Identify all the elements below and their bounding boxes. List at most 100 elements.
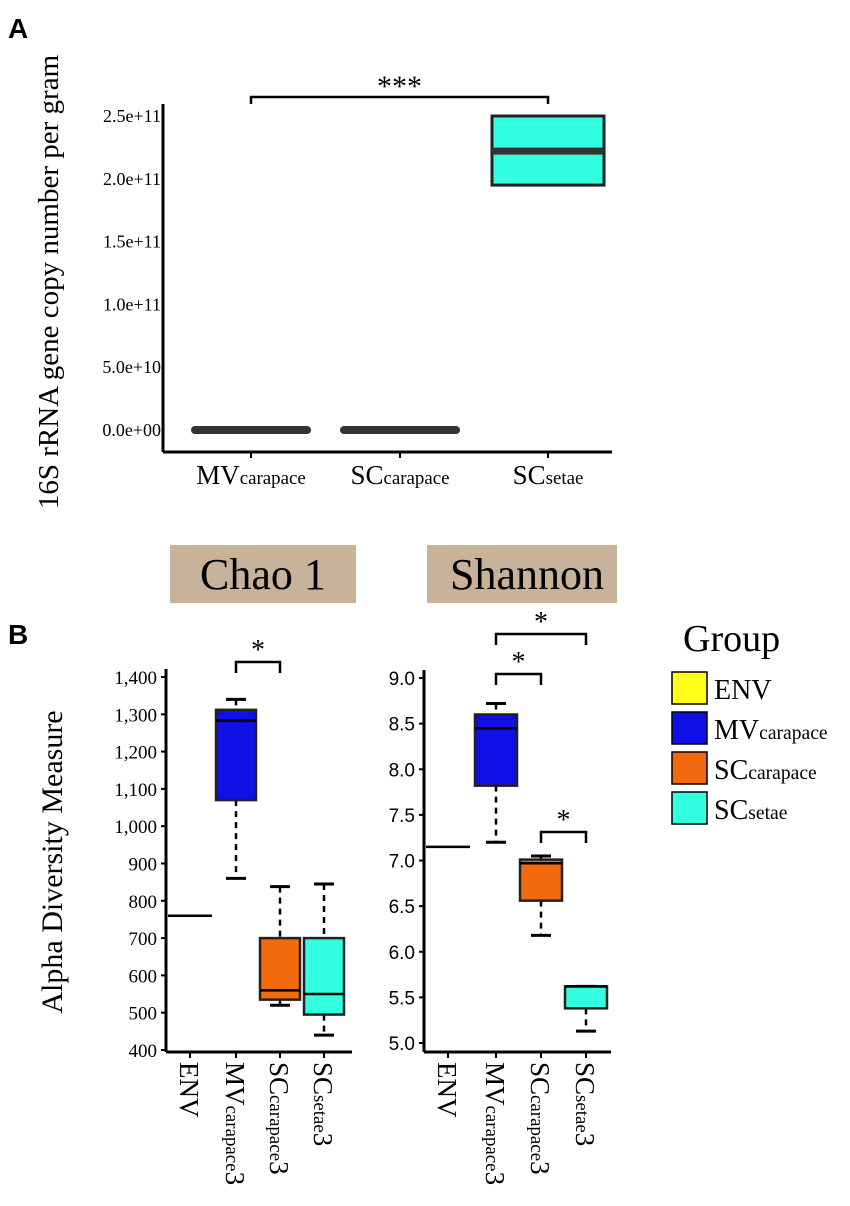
chao1-header-bg bbox=[170, 545, 356, 603]
shannon-significance-bracket bbox=[539, 830, 588, 843]
shannon-x-label-suffix: 3 bbox=[570, 1133, 600, 1147]
chao1-y-tick-label: 1,000 bbox=[114, 817, 157, 838]
shannon-y-tick-label: 5.5 bbox=[389, 988, 415, 1009]
chao1-y-tick-label: 1,400 bbox=[114, 668, 157, 689]
shannon-y-tick-label: 5.0 bbox=[389, 1034, 415, 1055]
panel-a-significance-label: *** bbox=[377, 70, 422, 103]
chao1-x-label-sub: carapace bbox=[265, 1095, 286, 1161]
chao1-x-label: ENV bbox=[174, 1062, 204, 1118]
chao1-y-tick-label: 1,200 bbox=[114, 743, 157, 764]
shannon-box bbox=[518, 858, 564, 902]
panel-a-x-label-main: MV bbox=[196, 460, 240, 490]
chao1-x-label-main: SC bbox=[308, 1062, 338, 1095]
chao1-chart: 400 500 600 700 800 900 1,000 1,100 1,200 1,300 1,… bbox=[114, 635, 352, 1185]
panel-a-y-tick-label: 1.5e+11 bbox=[103, 232, 161, 252]
shannon-x-label-main: SC bbox=[525, 1062, 555, 1095]
legend-label-sc-carapace-sub: carapace bbox=[748, 763, 817, 784]
chao1-x-label: SCsetae3 bbox=[308, 1062, 338, 1146]
panel-a-y-tick-label: 2.5e+11 bbox=[103, 106, 161, 126]
chao1-y-tick-label: 1,300 bbox=[114, 705, 157, 726]
panel-a-x-label-sub: carapace bbox=[383, 468, 449, 489]
legend-label-sc-setae-main: SC bbox=[714, 795, 748, 826]
panel-a-y-tick-label: 2.0e+11 bbox=[103, 169, 161, 189]
legend-swatch-sc-carapace bbox=[671, 751, 708, 785]
legend-swatch-mv-carapace bbox=[671, 711, 708, 745]
chao1-x-label: MVcarapace3 bbox=[220, 1062, 250, 1185]
panel-a-chart: 0.0e+00 5.0e+10 1.0e+11 1.5e+11 2.0e+11 2.5e+… bbox=[33, 54, 612, 509]
shannon-y-tick-label: 6.5 bbox=[389, 897, 415, 918]
shannon-x-label: MVcarapace3 bbox=[480, 1062, 510, 1185]
chao1-x-label-sub: setae bbox=[309, 1095, 330, 1133]
panel-a-x-label-sub: carapace bbox=[240, 468, 306, 489]
chao1-y-tick-label: 400 bbox=[129, 1041, 158, 1062]
shannon-x-label-suffix: 3 bbox=[525, 1161, 555, 1175]
panel-a-y-tick-label: 1.0e+11 bbox=[103, 294, 161, 314]
shannon-x-label: SCcarapace3 bbox=[525, 1062, 555, 1175]
shannon-y-tick-label: 7.5 bbox=[389, 806, 415, 827]
shannon-x-label-sub: setae bbox=[571, 1095, 592, 1133]
shannon-box bbox=[473, 713, 519, 787]
chao1-significance-label: * bbox=[251, 635, 265, 666]
shannon-x-label-main: MV bbox=[480, 1062, 510, 1106]
chao1-x-label: SCcarapace3 bbox=[264, 1062, 294, 1175]
chao1-y-tick-label: 1,100 bbox=[114, 780, 157, 801]
shannon-x-label-sub: carapace bbox=[481, 1106, 502, 1172]
chao1-x-label-main: MV bbox=[220, 1062, 250, 1106]
legend-label-env-main: ENV bbox=[714, 675, 772, 706]
legend-swatch-sc-setae bbox=[671, 791, 708, 825]
chao1-x-label-main: ENV bbox=[174, 1062, 204, 1118]
chao1-significance-bracket bbox=[234, 660, 282, 673]
shannon-x-label-sub: carapace bbox=[526, 1095, 547, 1161]
legend-label-sc-carapace: SCcarapace bbox=[714, 755, 817, 786]
shannon-y-tick-label: 7.0 bbox=[389, 852, 415, 873]
legend-label-mv-carapace-main: MV bbox=[714, 715, 759, 746]
chao1-x-label-suffix: 3 bbox=[308, 1133, 338, 1147]
shannon-y-tick-label: 6.0 bbox=[389, 943, 415, 964]
chao1-x-label-suffix: 3 bbox=[220, 1172, 250, 1186]
shannon-x-label: SCsetae3 bbox=[570, 1062, 600, 1146]
chao1-y-tick-label: 800 bbox=[129, 892, 158, 913]
alpha-diversity-y-label: Alpha Diversity Measure bbox=[36, 710, 69, 1013]
chao1-y-tick-label: 500 bbox=[129, 1004, 158, 1025]
shannon-significance-bracket bbox=[494, 672, 543, 685]
shannon-x-label-suffix: 3 bbox=[480, 1172, 510, 1186]
panel-a-y-tick-label: 0.0e+00 bbox=[102, 420, 161, 440]
legend-label-sc-setae: SCsetae bbox=[714, 795, 788, 826]
panel-a-letter: A bbox=[8, 13, 28, 44]
panel-a-y-tick-label: 5.0e+10 bbox=[102, 357, 161, 377]
chao1-x-label-main: SC bbox=[264, 1062, 294, 1095]
shannon-significance-label: * bbox=[534, 607, 548, 638]
panel-a-x-label: SCsetae bbox=[513, 460, 584, 490]
panel-a-significance-bracket bbox=[249, 95, 550, 104]
panel-a-x-label: SCcarapace bbox=[350, 460, 449, 490]
legend-label-mv-carapace: MVcarapace bbox=[714, 715, 828, 746]
shannon-y-tick-label: 8.5 bbox=[389, 715, 415, 736]
shannon-y-tick-label: 8.0 bbox=[389, 760, 415, 781]
legend-swatch-env bbox=[671, 671, 708, 705]
chao1-y-tick-label: 600 bbox=[129, 966, 158, 987]
shannon-x-label: ENV bbox=[432, 1062, 462, 1118]
shannon-title: Shannon bbox=[450, 550, 604, 599]
legend-label-mv-carapace-sub: carapace bbox=[759, 723, 828, 744]
panel-a-y-label: 16S rRNA gene copy number per gram bbox=[33, 54, 65, 509]
shannon-significance-label: * bbox=[512, 647, 526, 678]
shannon-header-bg bbox=[427, 545, 617, 603]
chao1-box bbox=[214, 708, 258, 802]
shannon-significance-bracket bbox=[494, 632, 588, 645]
chao1-y-tick-label: 700 bbox=[129, 929, 158, 950]
legend-title: Group bbox=[683, 618, 780, 660]
chao1-y-tick-label: 900 bbox=[129, 855, 158, 876]
shannon-box bbox=[563, 985, 609, 1010]
shannon-significance-label: * bbox=[557, 805, 571, 836]
panel-a-x-label-main: SC bbox=[513, 460, 546, 490]
shannon-y-tick-label: 9.0 bbox=[389, 669, 415, 690]
legend-label-env: ENV bbox=[714, 675, 772, 706]
chao1-title: Chao 1 bbox=[200, 550, 326, 599]
legend-label-sc-setae-sub: setae bbox=[748, 803, 787, 824]
legend-label-sc-carapace-main: SC bbox=[714, 755, 748, 786]
shannon-x-label-main: ENV bbox=[432, 1062, 462, 1118]
chao1-x-label-suffix: 3 bbox=[264, 1161, 294, 1175]
